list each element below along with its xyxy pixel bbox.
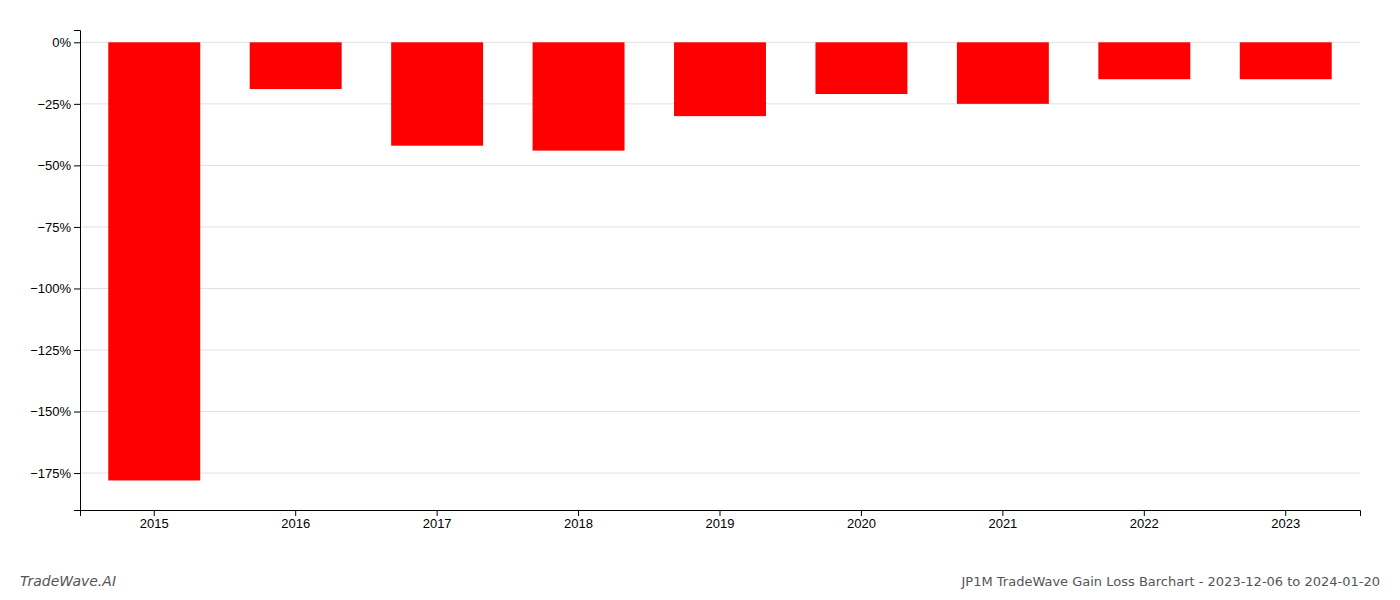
tick-label: −125% <box>30 343 71 358</box>
bar <box>957 42 1049 104</box>
axis-line <box>74 31 81 511</box>
tick-label: 2018 <box>564 516 593 531</box>
plot: 0%−25%−50%−75%−100%−125%−150%−175%201520… <box>30 31 1360 532</box>
grid-line <box>80 350 1360 351</box>
tick-label: 2017 <box>423 516 452 531</box>
tick: −175% <box>30 466 80 481</box>
tick-mark <box>74 412 80 413</box>
tick-label: −25% <box>37 97 71 112</box>
title: JP1M TradeWave Gain Loss Barchart - 2023… <box>961 574 1380 589</box>
bar <box>250 42 342 89</box>
tick-mark <box>154 510 155 516</box>
grid-line <box>80 165 1360 166</box>
tick-mark <box>74 350 80 351</box>
tick-label: 2021 <box>988 516 1017 531</box>
tick-mark <box>74 42 80 43</box>
tick-label: 2016 <box>281 516 310 531</box>
tick-label: −75% <box>37 220 71 235</box>
tick-mark <box>578 510 579 516</box>
tick: 2018 <box>564 510 593 531</box>
tick: 2019 <box>706 510 735 531</box>
bar <box>1240 42 1332 79</box>
annotation: TradeWave.AI <box>20 573 116 589</box>
tick: −25% <box>37 97 80 112</box>
bars <box>108 42 1331 480</box>
tick-label: 2015 <box>140 516 169 531</box>
tick-mark <box>74 473 80 474</box>
tick: 2017 <box>423 510 452 531</box>
tick-mark <box>1144 510 1145 516</box>
axis-line <box>81 511 1361 517</box>
tick: 2015 <box>140 510 169 531</box>
tick-label: 2019 <box>706 516 735 531</box>
bar <box>1098 42 1190 79</box>
tick-mark <box>74 165 80 166</box>
tick: −150% <box>30 404 80 419</box>
tick-label: 2023 <box>1271 516 1300 531</box>
bar <box>815 42 907 94</box>
tick: −50% <box>37 158 80 173</box>
tick-label: −50% <box>37 158 71 173</box>
tick-mark <box>1285 510 1286 516</box>
tick-mark <box>74 288 80 289</box>
tick-mark <box>437 510 438 516</box>
tick-label: −150% <box>30 404 71 419</box>
tick-label: −100% <box>30 281 71 296</box>
tick: 2022 <box>1130 510 1159 531</box>
grid-line <box>80 411 1360 412</box>
tick-mark <box>1002 510 1003 516</box>
tick: −100% <box>30 281 80 296</box>
grid-line <box>80 473 1360 474</box>
bar <box>533 42 625 150</box>
grid-line <box>80 288 1360 289</box>
tick-label: −175% <box>30 466 71 481</box>
tick-label: 2022 <box>1130 516 1159 531</box>
chart: 0%−25%−50%−75%−100%−125%−150%−175%201520… <box>0 0 1400 600</box>
y-axis: 0% −25% −50% −75% −100% −125% −150% −175% <box>30 31 80 511</box>
tick: 2023 <box>1271 510 1300 531</box>
tick-mark <box>295 510 296 516</box>
tick-label: 0% <box>52 35 71 50</box>
bar <box>108 42 200 480</box>
x-axis: 2015 2016 2017 2018 2019 2020 2021 2022 2023 <box>81 510 1361 531</box>
bar <box>674 42 766 116</box>
tick-mark <box>74 227 80 228</box>
tick: 2016 <box>281 510 310 531</box>
tick: −75% <box>37 220 80 235</box>
bar <box>391 42 483 145</box>
tick: 2021 <box>988 510 1017 531</box>
tick: 0% <box>52 35 80 50</box>
tick: −125% <box>30 343 80 358</box>
tick-mark <box>74 104 80 105</box>
tick: 2020 <box>847 510 876 531</box>
tick-mark <box>861 510 862 516</box>
grid <box>80 42 1360 473</box>
tick-label: 2020 <box>847 516 876 531</box>
grid-line <box>80 226 1360 227</box>
tick-mark <box>720 510 721 516</box>
